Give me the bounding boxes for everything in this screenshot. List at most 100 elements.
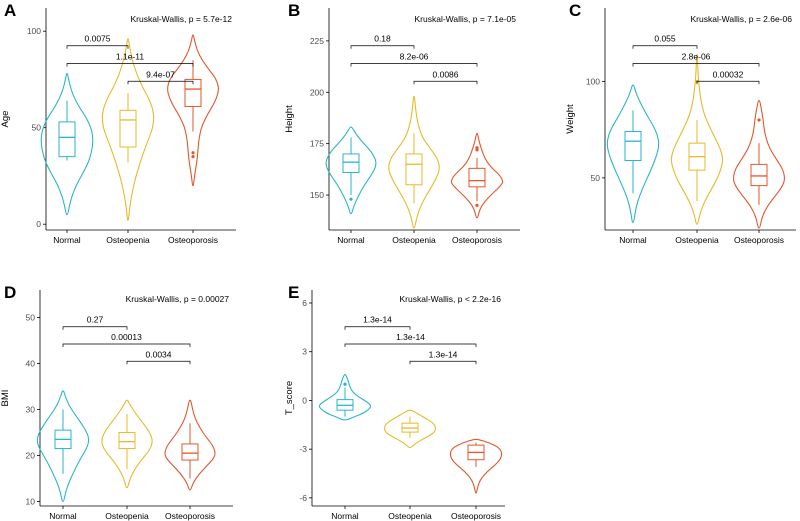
violin-osteoporosis xyxy=(733,100,785,229)
violin-osteoporosis xyxy=(450,132,504,219)
box-osteoporosis xyxy=(181,443,199,461)
y-tick-label: 3 xyxy=(302,347,307,357)
comparison-bracket xyxy=(66,63,194,67)
x-tick-label: Osteopenia xyxy=(392,235,436,245)
x-tick-label: Osteoporosis xyxy=(451,511,501,521)
box-osteopenia xyxy=(405,153,423,186)
violin-normal xyxy=(36,390,90,502)
panel-d: D Kruskal-Wallis, p = 0.00027 BMI 10 20 30 40 5… xyxy=(0,283,233,521)
panel-letter: B xyxy=(288,1,300,20)
violin-osteopenia xyxy=(101,38,155,221)
x-tick-label: Osteoporosis xyxy=(734,235,784,245)
comparison-p-value: 9.4e-07 xyxy=(146,69,175,79)
x-tick-label: Normal xyxy=(53,235,81,245)
y-axis-title: Height xyxy=(284,105,295,133)
panel-letter: A xyxy=(4,1,16,20)
violin-normal xyxy=(606,84,660,223)
comparison-p-value: 1.3e-14 xyxy=(429,349,458,359)
comparison-p-value: 0.18 xyxy=(374,34,391,44)
panel-letter: E xyxy=(288,283,299,302)
kruskal-wallis-label: Kruskal-Wallis, p = 5.7e-12 xyxy=(131,14,233,24)
x-tick-label: Osteopenia xyxy=(105,511,149,521)
x-tick-label: Normal xyxy=(49,511,77,521)
box-osteoporosis xyxy=(468,167,486,188)
box-osteopenia xyxy=(119,109,137,148)
violin-normal xyxy=(40,73,94,216)
x-tick-label: Osteopenia xyxy=(675,235,719,245)
x-tick-label: Osteoporosis xyxy=(165,511,215,521)
kruskal-wallis-label: Kruskal-Wallis, p = 2.6e-06 xyxy=(691,14,793,24)
comparison-bracket xyxy=(409,360,477,365)
y-tick-label: 40 xyxy=(26,359,36,369)
y-tick-label: 30 xyxy=(26,404,36,414)
y-tick-label: 6 xyxy=(302,298,307,308)
panel-letter: D xyxy=(4,283,16,302)
violin-osteopenia xyxy=(384,409,436,449)
y-axis-title: T_score xyxy=(284,381,295,415)
x-tick-label: Osteopenia xyxy=(106,235,150,245)
comparison-p-value: 1.1e-11 xyxy=(116,52,144,62)
outlier-point xyxy=(191,151,195,155)
comparison-p-value: 0.00013 xyxy=(111,332,142,342)
violin-osteopenia xyxy=(101,399,153,489)
x-tick-label: Osteoporosis xyxy=(452,235,502,245)
comparison-bracket xyxy=(62,326,128,330)
comparison-bracket xyxy=(126,360,191,365)
comparison-p-value: 0.27 xyxy=(87,315,104,325)
comparison-bracket xyxy=(66,45,129,49)
y-tick-label: 50 xyxy=(32,123,42,133)
panel-letter: C xyxy=(569,1,581,20)
outlier-point xyxy=(191,155,195,159)
kruskal-wallis-label: Kruskal-Wallis, p = 0.00027 xyxy=(126,294,230,304)
comparison-p-value: 0.055 xyxy=(654,34,676,44)
comparison-p-value: 0.00032 xyxy=(713,69,744,79)
kruskal-wallis-label: Kruskal-Wallis, p < 2.2e-16 xyxy=(400,294,502,304)
comparison-bracket xyxy=(62,343,191,347)
comparison-bracket xyxy=(632,63,760,67)
box-osteoporosis xyxy=(184,78,202,107)
y-tick-label: 150 xyxy=(310,190,324,200)
y-tick-label: 20 xyxy=(26,450,36,460)
outlier-point xyxy=(343,382,347,386)
comparison-bracket xyxy=(350,45,415,49)
x-tick-label: Normal xyxy=(331,511,359,521)
comparison-bracket xyxy=(696,80,760,85)
comparison-p-value: 8.2e-06 xyxy=(400,52,429,62)
comparison-p-value: 0.0034 xyxy=(146,349,172,359)
violin-osteoporosis xyxy=(167,34,219,187)
y-tick-label: 50 xyxy=(26,313,36,323)
comparison-p-value: 0.0086 xyxy=(433,69,459,79)
y-tick-label: 100 xyxy=(586,76,600,86)
comparison-bracket xyxy=(350,63,478,67)
panel-b: B Kruskal-Wallis, p = 7.1e-05 Height 150 175… xyxy=(284,1,520,245)
panel-c: C Kruskal-Wallis, p = 2.6e-06 Weight 50 100 N… xyxy=(565,1,796,245)
outlier-point xyxy=(349,197,353,201)
outlier-point xyxy=(475,203,479,207)
comparison-p-value: 2.8e-06 xyxy=(682,52,711,62)
comparison-bracket xyxy=(413,80,478,85)
comparison-bracket xyxy=(344,326,411,330)
box-normal xyxy=(342,153,360,173)
y-tick-label: 0 xyxy=(36,219,41,229)
x-tick-label: Normal xyxy=(337,235,365,245)
comparison-bracket xyxy=(632,45,698,49)
y-tick-label: 100 xyxy=(27,26,41,36)
y-tick-label: 175 xyxy=(310,139,324,149)
violin-osteoporosis xyxy=(449,438,503,494)
box-normal xyxy=(624,131,642,162)
box-osteoporosis xyxy=(750,163,768,187)
violin-osteoporosis xyxy=(164,399,216,491)
y-tick-label: 200 xyxy=(310,87,324,97)
comparison-bracket xyxy=(344,343,477,347)
y-tick-label: -3 xyxy=(299,444,307,454)
box-normal xyxy=(58,121,76,158)
comparison-p-value: 1.3e-14 xyxy=(396,332,425,342)
y-tick-label: 0 xyxy=(302,395,307,405)
x-tick-label: Osteopenia xyxy=(388,511,432,521)
y-tick-label: -6 xyxy=(299,493,307,503)
outlier-point xyxy=(475,148,479,152)
kruskal-wallis-label: Kruskal-Wallis, p = 7.1e-05 xyxy=(415,14,517,24)
comparison-bracket xyxy=(127,80,194,85)
y-axis-title: Age xyxy=(0,111,11,128)
y-tick-label: 225 xyxy=(310,36,324,46)
